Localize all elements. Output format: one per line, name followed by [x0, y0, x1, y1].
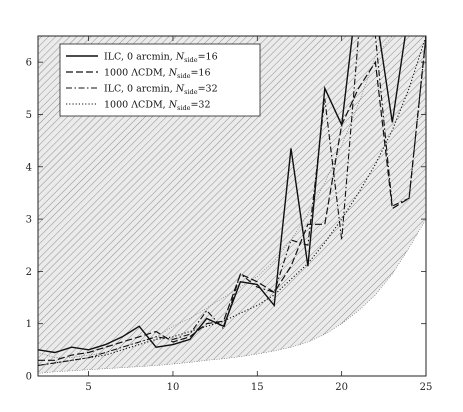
legend-entry-1: ILC, 0 arcmin, Nside=16 — [104, 52, 218, 65]
y-tick-label: 4 — [26, 162, 32, 173]
legend: ILC, 0 arcmin, Nside=16 1000 ΛCDM, Nside=… — [59, 43, 261, 117]
y-tick-label: 1 — [26, 319, 32, 330]
legend-entry-2: 1000 ΛCDM, Nside=16 — [104, 68, 211, 81]
x-tick-label: 25 — [420, 382, 433, 393]
y-tick-label: 0 — [26, 372, 32, 383]
y-tick-label: 2 — [26, 267, 32, 278]
band-2 — [38, 36, 426, 358]
x-tick-label: 20 — [335, 382, 348, 393]
series-line-1 — [38, 36, 406, 354]
series-line-2 — [38, 36, 426, 361]
legend-box — [59, 43, 261, 117]
y-tick-label: 6 — [26, 58, 32, 69]
series-line-3 — [38, 36, 426, 367]
bands-layer — [38, 36, 426, 374]
legend-entry-4: 1000 ΛCDM, Nside=32 — [104, 100, 211, 113]
ticks-layer: 5 10 15 20 25 0 1 2 3 4 5 6 — [26, 36, 433, 393]
plot-frame — [37, 35, 427, 377]
legend-entry-3: ILC, 0 arcmin, Nside=32 — [104, 84, 218, 97]
x-tick-label: 5 — [85, 382, 91, 393]
y-tick-label: 3 — [26, 215, 32, 226]
x-tick-label: 10 — [167, 382, 180, 393]
y-tick-label: 5 — [26, 110, 32, 121]
x-tick-label: 15 — [251, 382, 264, 393]
series-layer — [38, 36, 426, 367]
